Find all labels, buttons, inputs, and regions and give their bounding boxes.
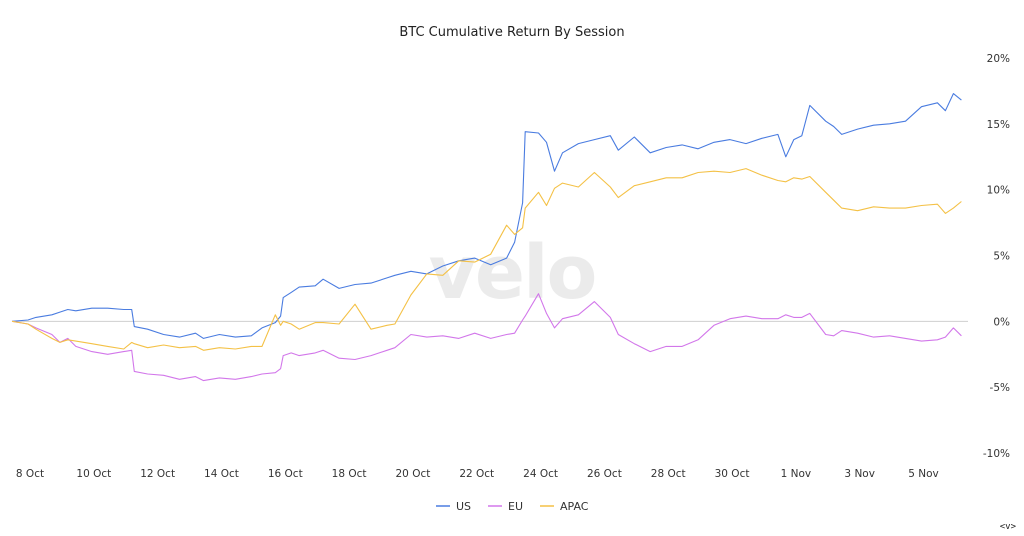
velo-watermark: velo xyxy=(429,230,596,316)
x-tick-label: 10 Oct xyxy=(76,468,111,480)
x-axis-ticks: 8 Oct 10 Oct 12 Oct 14 Oct 16 Oct 18 Oct 20 Oc… xyxy=(16,468,939,480)
x-tick-label: 8 Oct xyxy=(16,468,44,480)
y-tick-label: 5% xyxy=(993,251,1010,263)
series-line-apac xyxy=(11,168,962,351)
x-tick-label: 22 Oct xyxy=(459,468,494,480)
y-tick-label: 10% xyxy=(987,185,1010,197)
y-tick-label: 0% xyxy=(993,316,1010,328)
legend-label-eu: EU xyxy=(508,500,523,513)
series-line-eu xyxy=(11,293,962,382)
x-tick-label: 24 Oct xyxy=(523,468,558,480)
y-axis-ticks: 20% 15% 10% 5% 0% -5% -10% xyxy=(983,53,1010,460)
x-tick-label: 1 Nov xyxy=(781,468,812,480)
series-lines xyxy=(11,93,962,382)
x-tick-label: 12 Oct xyxy=(140,468,175,480)
legend-label-apac: APAC xyxy=(560,500,589,513)
x-tick-label: 16 Oct xyxy=(268,468,303,480)
corner-mark: <v> xyxy=(999,522,1016,532)
x-tick-label: 30 Oct xyxy=(715,468,750,480)
legend-label-us: US xyxy=(456,500,471,513)
x-tick-label: 14 Oct xyxy=(204,468,239,480)
x-tick-label: 5 Nov xyxy=(908,468,939,480)
x-tick-label: 26 Oct xyxy=(587,468,622,480)
x-tick-label: 28 Oct xyxy=(651,468,686,480)
x-tick-label: 18 Oct xyxy=(332,468,367,480)
y-tick-label: 20% xyxy=(987,53,1010,65)
series-line-us xyxy=(11,93,962,339)
y-tick-label: -10% xyxy=(983,448,1010,460)
legend: US EU APAC xyxy=(436,500,589,513)
y-tick-label: 15% xyxy=(987,119,1010,131)
x-tick-label: 3 Nov xyxy=(844,468,875,480)
y-tick-label: -5% xyxy=(990,382,1010,394)
x-tick-label: 20 Oct xyxy=(396,468,431,480)
chart-title: BTC Cumulative Return By Session xyxy=(399,25,624,40)
